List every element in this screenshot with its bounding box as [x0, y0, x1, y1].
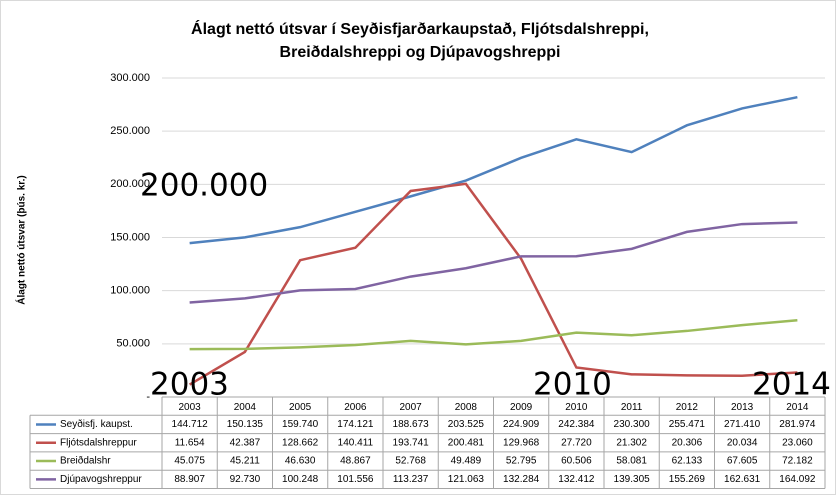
table-value: 27.720	[561, 437, 592, 448]
table-value: 52.795	[506, 456, 537, 467]
annotation: 200.000	[140, 168, 268, 204]
table-value: 150.135	[227, 419, 264, 430]
x-tick-label: 2008	[455, 402, 478, 413]
table-value: 21.302	[616, 437, 647, 448]
table-value: 224.909	[503, 419, 540, 430]
table-value: 193.741	[393, 437, 430, 448]
x-tick-label: 2007	[400, 402, 423, 413]
y-tick-label: 150.000	[110, 231, 150, 243]
legend-label: Seyðisfj. kaupst.	[60, 418, 133, 430]
chart-title: Álagt nettó útsvar í Seyðisfjarðarkaupst…	[191, 19, 649, 38]
table-value: 113.237	[393, 474, 429, 485]
y-tick-label: 100.000	[110, 285, 150, 297]
x-tick-label: 2010	[565, 402, 588, 413]
table-value: 121.063	[448, 474, 485, 485]
table-value: 132.284	[503, 474, 540, 485]
table-value: 58.081	[616, 456, 647, 467]
table-value: 132.412	[558, 474, 595, 485]
table-value: 48.867	[340, 456, 371, 467]
table-value: 52.768	[395, 456, 426, 467]
table-value: 159.740	[282, 419, 319, 430]
table-value: 128.662	[282, 437, 319, 448]
table-value: 92.730	[230, 474, 261, 485]
x-tick-label: 2012	[676, 402, 699, 413]
table-value: 49.489	[451, 456, 482, 467]
annotation: 2010	[533, 367, 612, 403]
x-tick-label: 2014	[786, 402, 809, 413]
x-tick-label: 2003	[179, 402, 202, 413]
table-value: 162.631	[724, 474, 761, 485]
table-value: 20.034	[727, 437, 758, 448]
table-value: 20.306	[672, 437, 703, 448]
table-value: 144.712	[172, 419, 209, 430]
table-value: 174.121	[337, 419, 374, 430]
annotation: 2003	[150, 367, 229, 403]
table-value: 203.525	[448, 419, 485, 430]
table-value: 46.630	[285, 456, 316, 467]
table-value: 42.387	[230, 437, 261, 448]
x-tick-label: 2006	[344, 402, 367, 413]
x-tick-label: 2013	[731, 402, 754, 413]
table-value: 45.075	[174, 456, 205, 467]
table-value: 23.060	[782, 437, 813, 448]
table-value: 164.092	[779, 474, 816, 485]
table-value: 281.974	[779, 419, 816, 430]
table-value: 188.673	[393, 419, 430, 430]
y-axis-label: Álagt nettó útsvar (þús. kr.)	[15, 175, 28, 304]
table-value: 45.211	[230, 456, 260, 467]
table-value: 155.269	[669, 474, 706, 485]
y-tick-label: -	[146, 391, 150, 403]
series-line	[189, 221, 798, 304]
table-value: 88.907	[174, 474, 205, 485]
series-line	[189, 95, 798, 245]
annotation: 2014	[752, 367, 831, 403]
series-line	[189, 319, 798, 351]
table-value: 271.410	[724, 419, 761, 430]
x-tick-label: 2004	[234, 402, 257, 413]
x-tick-label: 2009	[510, 402, 533, 413]
x-tick-label: 2011	[621, 402, 643, 413]
table-value: 140.411	[338, 437, 374, 448]
table-value: 11.654	[175, 437, 205, 448]
y-tick-label: 50.000	[116, 338, 150, 350]
table-value: 72.182	[782, 456, 813, 467]
chart-title: Breiðdalshreppi og Djúpavogshreppi	[280, 44, 561, 61]
table-value: 200.481	[448, 437, 485, 448]
table-value: 62.133	[672, 456, 703, 467]
table-value: 101.556	[337, 474, 374, 485]
legend-label: Fljótsdalshreppur	[60, 437, 137, 448]
table-value: 242.384	[558, 419, 595, 430]
legend-label: Breiðdalshr	[60, 455, 111, 467]
series-line	[188, 182, 798, 386]
y-tick-label: 300.000	[110, 72, 150, 84]
table-value: 100.248	[282, 474, 319, 485]
y-tick-label: 250.000	[110, 125, 150, 137]
x-tick-label: 2005	[289, 402, 312, 413]
table-value: 67.605	[727, 456, 758, 467]
table-value: 139.305	[614, 474, 651, 485]
table-value: 230.300	[614, 419, 651, 430]
table-value: 60.506	[561, 456, 592, 467]
table-value: 255.471	[669, 419, 706, 430]
legend-label: Djúpavogshreppur	[60, 474, 142, 485]
y-tick-label: 200.000	[110, 178, 150, 190]
table-value: 129.968	[503, 437, 540, 448]
